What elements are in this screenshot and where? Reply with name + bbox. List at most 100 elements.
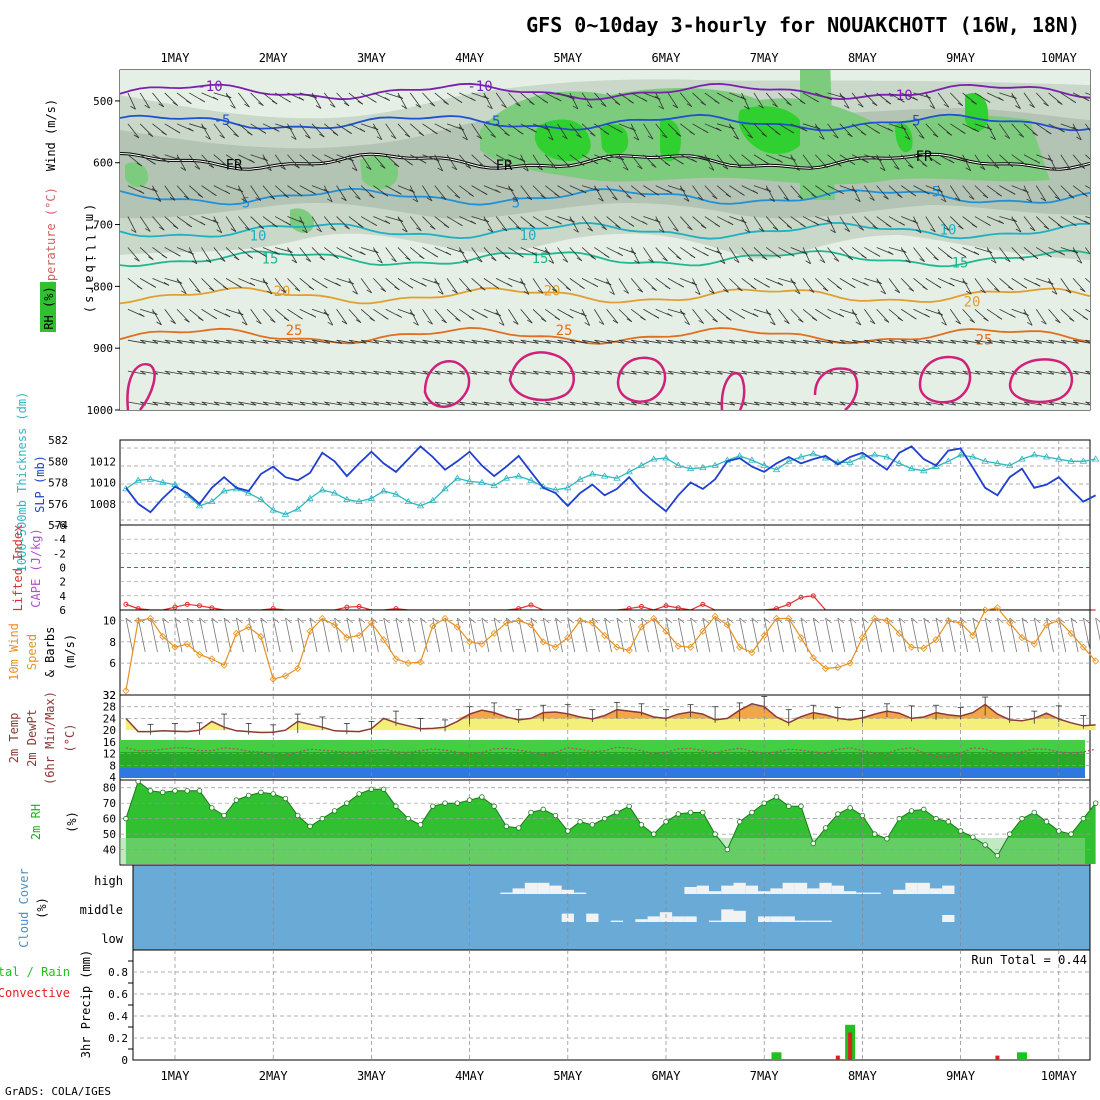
lifted-index-point: [810, 593, 816, 599]
wind-barb: [1048, 154, 1057, 172]
wind-barb-flag: [874, 130, 880, 134]
wind-barb: [729, 247, 740, 263]
wind-barb-flag: [628, 99, 634, 104]
cloud-cell: [905, 882, 918, 894]
wind-barb: [815, 92, 833, 101]
wind10m-barb: [886, 617, 895, 653]
wind-barb: [778, 154, 796, 161]
wind-barb-flag: [249, 159, 255, 163]
wind-barb-flag: [578, 162, 585, 166]
wind-barb-flag: [298, 96, 305, 101]
wind-barb-flag: [924, 190, 930, 195]
wind-barb-flag: [482, 314, 488, 319]
precip-tick: 0: [121, 1054, 128, 1067]
wind-barb: [655, 216, 665, 233]
wind-barb-flag: [407, 161, 413, 166]
wind-barb-flag: [686, 103, 693, 108]
wind-barb-flag: [1021, 284, 1028, 289]
wind-barb-flag: [269, 195, 275, 200]
wind-barb-flag: [1051, 167, 1057, 172]
wind-barb-flag: [604, 254, 610, 258]
contour-label: 15: [532, 251, 549, 267]
wind-barb: [545, 401, 564, 406]
wind-barb-flag: [554, 193, 560, 198]
wind-barb-flag: [377, 259, 383, 264]
wind-barb: [336, 339, 355, 344]
wind-barb: [471, 339, 490, 344]
wind10m-barb: [947, 617, 956, 653]
wind-barb: [925, 216, 936, 233]
wind-barb: [434, 339, 453, 344]
wind-barb-flag: [194, 165, 201, 170]
wind-barb: [483, 308, 501, 317]
wind-barb: [520, 185, 533, 201]
rh2m-point: [479, 794, 485, 800]
wind10m-speed-label: Speed: [25, 634, 39, 670]
wind-barb: [667, 185, 686, 192]
wind-barb: [864, 370, 883, 375]
wind-barb: [949, 309, 961, 325]
wind-barb-flag: [973, 128, 979, 133]
wind-barb-flag: [843, 104, 850, 109]
rh2m-point: [552, 812, 559, 819]
top-day-label: 2MAY: [259, 51, 289, 65]
wind10m-point: [208, 655, 216, 663]
wind-barb-flag: [1023, 189, 1029, 193]
wind-barb: [483, 370, 502, 375]
wind-barb-flag: [515, 226, 522, 230]
wind-barb-flag: [858, 103, 864, 108]
lifted-index-point: [344, 604, 350, 610]
thickness-point: [858, 453, 867, 460]
wind-barb: [532, 278, 544, 294]
wind-barb: [397, 308, 416, 316]
wind-barb-flag: [984, 99, 991, 103]
wind-barb: [913, 278, 928, 291]
wind-barb-flag: [438, 290, 444, 295]
thickness-point: [294, 505, 302, 512]
contour-label: 20: [964, 295, 981, 311]
wind10m-point: [1042, 621, 1051, 629]
wind10m-point: [257, 632, 265, 641]
wind-barb: [876, 370, 895, 375]
rh2m-point: [589, 822, 596, 828]
wind-barb-flag: [138, 190, 145, 194]
wind-barb: [582, 370, 600, 375]
wind-barb-flag: [1026, 198, 1032, 203]
wind-barb-flag: [697, 196, 704, 201]
wind-barb-flag: [603, 131, 610, 135]
cloud-cell: [745, 885, 759, 894]
wind-barb: [864, 309, 876, 325]
wind-barb-flag: [626, 195, 632, 199]
wind-barb: [446, 123, 465, 131]
wind-barb: [876, 308, 890, 323]
wind10m-barb: [862, 617, 870, 653]
wind-barb: [999, 247, 1011, 263]
wind-barb: [1073, 370, 1090, 375]
cloud-cell: [843, 891, 857, 894]
wind10m-barb: [997, 617, 1005, 653]
cloud-cell: [708, 920, 722, 922]
thickness-point: [478, 478, 486, 485]
stability-grid: [120, 525, 1090, 610]
wind-barb: [962, 154, 972, 171]
wind-barb: [888, 123, 907, 130]
wind-barb-flag: [222, 162, 228, 167]
wind-barb: [667, 92, 679, 109]
rh2m-point: [1007, 831, 1013, 837]
wind-barb-flag: [689, 254, 696, 259]
wind-barb-flag: [863, 282, 869, 287]
wind10m-barb: [984, 617, 993, 653]
wind10m-barb-flag: [923, 617, 931, 624]
wind-barb: [373, 154, 386, 169]
wind10m-barb-flag: [1009, 617, 1016, 624]
wind-barb-flag: [689, 131, 695, 135]
wind-barb-flag: [130, 229, 137, 233]
wind-barb-flag: [830, 229, 836, 234]
contour-label: 20: [274, 284, 291, 300]
wind-barb: [802, 370, 821, 375]
cloud-label: Cloud Cover: [17, 868, 31, 947]
rh2m-point: [565, 828, 571, 834]
wind-barb: [692, 92, 706, 106]
wind-barb-flag: [651, 287, 657, 291]
wind-barb: [164, 185, 176, 201]
